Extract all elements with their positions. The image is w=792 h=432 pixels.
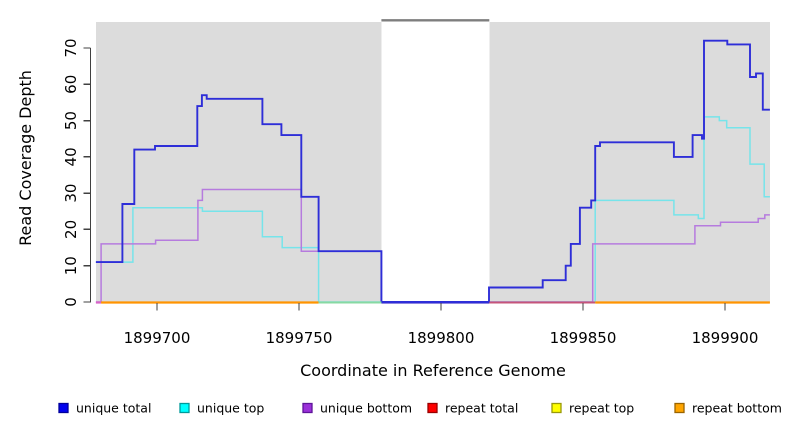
y-tick-label: 70: [62, 38, 80, 57]
legend-swatch-unique-top: [179, 402, 190, 414]
legend-swatch-repeat-top: [551, 402, 562, 414]
legend-label-repeat-top: repeat top: [569, 401, 634, 416]
x-tick-label: 1899900: [692, 329, 759, 347]
legend-label-repeat-bottom: repeat bottom: [692, 401, 782, 416]
x-tick-label: 1899750: [266, 329, 333, 347]
x-tick-label: 1899850: [550, 329, 617, 347]
y-tick-label: 50: [62, 111, 80, 130]
legend-label-unique-bottom: unique bottom: [320, 401, 412, 416]
coverage-region-bg: [489, 22, 770, 303]
series-unique-total: [95, 39, 770, 303]
legend-label-repeat-total: repeat total: [445, 401, 518, 416]
y-tick-label: 30: [62, 184, 80, 203]
legend-swatch-unique-bottom: [302, 402, 313, 414]
y-axis-title: Read Coverage Depth: [16, 70, 35, 246]
legend-swatch-unique-total: [58, 402, 69, 414]
legend-swatch-repeat-total: [427, 402, 438, 414]
x-tick-label: 1899700: [124, 329, 191, 347]
coverage-region-bg: [95, 22, 382, 303]
legend-label-unique-top: unique top: [197, 401, 264, 416]
series-unique-top: [95, 116, 770, 303]
x-tick-label: 1899800: [408, 329, 475, 347]
y-tick-label: 10: [62, 256, 80, 275]
legend-label-unique-total: unique total: [76, 401, 151, 416]
y-tick-label: 20: [62, 220, 80, 239]
y-tick-label: 0: [62, 297, 80, 307]
x-axis-title: Coordinate in Reference Genome: [300, 361, 566, 380]
y-tick-label: 60: [62, 75, 80, 94]
y-tick-label: 40: [62, 147, 80, 166]
legend-swatch-repeat-bottom: [674, 402, 685, 414]
